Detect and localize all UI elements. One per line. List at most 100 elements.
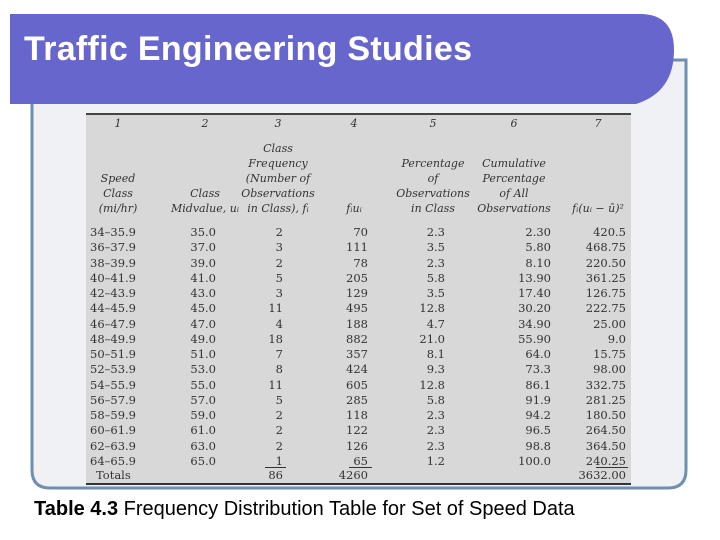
speed-class-cell: 64–65.9 bbox=[90, 453, 136, 468]
speed-class-cell: 48–49.9 bbox=[90, 331, 136, 346]
speed-class-cell: 38–39.9 bbox=[90, 255, 136, 270]
table-cell: 180.50 bbox=[585, 408, 626, 422]
table-cell: 57.0 bbox=[190, 392, 216, 407]
table-cell: 13.90 bbox=[518, 270, 551, 285]
speed-class-cell: 42–43.9 bbox=[90, 286, 136, 300]
table-cell: 2 bbox=[275, 423, 283, 438]
column-header: Class Midvalue, uᵢ bbox=[171, 187, 239, 215]
speed-class-cell: 36–37.9 bbox=[90, 240, 136, 255]
table-cell: 4.7 bbox=[426, 316, 445, 331]
table-cell: 285 bbox=[346, 392, 368, 407]
table-cell: 364.50 bbox=[585, 438, 626, 453]
totals-label: Totals bbox=[96, 468, 131, 482]
table-cell: 35.0 bbox=[190, 225, 216, 239]
table-cell: 2.3 bbox=[426, 408, 445, 422]
speed-class-cell: 34–35.9 bbox=[90, 225, 136, 239]
speed-class-cell: 56–57.9 bbox=[90, 392, 136, 407]
table-cell: 2.3 bbox=[426, 255, 445, 270]
table-cell: 39.0 bbox=[190, 255, 216, 270]
table-cell: 94.2 bbox=[525, 408, 551, 422]
column-header: Cumulative Percentage of All Observation… bbox=[477, 157, 551, 215]
table-cell: 3 bbox=[275, 240, 283, 255]
table-cell: 605 bbox=[346, 377, 368, 392]
table-cell: 5 bbox=[275, 392, 283, 407]
table-cell: 30.20 bbox=[518, 301, 551, 316]
table-cell: 65.0 bbox=[190, 453, 216, 468]
table-cell: 43.0 bbox=[190, 286, 216, 300]
sum-rule bbox=[596, 466, 628, 468]
table-cell: 424 bbox=[346, 362, 368, 377]
caption-text: Frequency Distribution Table for Set of … bbox=[118, 498, 575, 520]
table-cell: 98.00 bbox=[593, 362, 626, 377]
table-cell: 118 bbox=[346, 408, 368, 422]
column-number: 3 bbox=[274, 117, 282, 130]
table-cell: 9.0 bbox=[607, 331, 626, 346]
table-cell: 2.3 bbox=[426, 423, 445, 438]
table-cell: 12.8 bbox=[419, 377, 445, 392]
table-cell: 420.5 bbox=[593, 225, 626, 239]
total-frequency: 86 bbox=[268, 468, 283, 482]
column-number: 7 bbox=[594, 117, 602, 130]
table-cell: 59.0 bbox=[190, 408, 216, 422]
table-cell: 73.3 bbox=[525, 362, 551, 377]
table-cell: 882 bbox=[346, 331, 368, 346]
total-fu: 4260 bbox=[338, 468, 368, 482]
slide-title: Traffic Engineering Studies bbox=[24, 30, 473, 68]
table-cell: 11 bbox=[268, 377, 283, 392]
table-cell: 264.50 bbox=[585, 423, 626, 438]
table-cell: 34.90 bbox=[518, 316, 551, 331]
sum-rule bbox=[265, 466, 286, 468]
table-cell: 55.0 bbox=[190, 377, 216, 392]
table-cell: 9.3 bbox=[426, 362, 445, 377]
table-cell: 361.25 bbox=[585, 270, 626, 285]
speed-class-cell: 40–41.9 bbox=[90, 270, 136, 285]
table-cell: 5.8 bbox=[426, 270, 445, 285]
column-number: 6 bbox=[510, 117, 518, 130]
table-cell: 111 bbox=[346, 240, 368, 255]
table-cell: 2.3 bbox=[426, 438, 445, 453]
table-cell: 8.1 bbox=[426, 347, 445, 361]
table-cell: 5.80 bbox=[525, 240, 551, 255]
table-cell: 55.90 bbox=[518, 331, 551, 346]
column-number: 1 bbox=[114, 117, 122, 130]
table-cell: 5.8 bbox=[426, 392, 445, 407]
table-cell: 78 bbox=[353, 255, 368, 270]
column-number: 5 bbox=[429, 117, 437, 130]
column-number: 2 bbox=[201, 117, 209, 130]
table-cell: 91.9 bbox=[525, 392, 551, 407]
table-cell: 15.75 bbox=[593, 347, 626, 361]
table-cell: 126 bbox=[346, 438, 368, 453]
table-cell: 96.5 bbox=[525, 423, 551, 438]
table-cell: 1.2 bbox=[426, 453, 445, 468]
table-cell: 11 bbox=[268, 301, 283, 316]
table-cell: 100.0 bbox=[518, 453, 551, 468]
table-cell: 122 bbox=[346, 423, 368, 438]
table-cell: 53.0 bbox=[190, 362, 216, 377]
speed-class-cell: 50–51.9 bbox=[90, 347, 136, 361]
table-cell: 5 bbox=[275, 270, 283, 285]
table-cell: 51.0 bbox=[190, 347, 216, 361]
table-cell: 86.1 bbox=[525, 377, 551, 392]
table-cell: 240.25 bbox=[585, 453, 626, 468]
table-cell: 49.0 bbox=[190, 331, 216, 346]
column-header: Percentage of Observations in Class bbox=[396, 157, 470, 215]
table-cell: 3.5 bbox=[426, 286, 445, 300]
table-cell: 41.0 bbox=[190, 270, 216, 285]
table-cell: 468.75 bbox=[585, 240, 626, 255]
column-number: 4 bbox=[350, 117, 358, 130]
table-cell: 205 bbox=[346, 270, 368, 285]
table-cell: 2.3 bbox=[426, 225, 445, 239]
table-cell: 281.25 bbox=[585, 392, 626, 407]
table-cell: 332.75 bbox=[585, 377, 626, 392]
speed-class-cell: 52–53.9 bbox=[90, 362, 136, 377]
table-cell: 8.10 bbox=[525, 255, 551, 270]
column-header: Class Frequency (Number of Observations … bbox=[241, 142, 315, 215]
table-cell: 3.5 bbox=[426, 240, 445, 255]
table-cell: 45.0 bbox=[190, 301, 216, 316]
table-cell: 2 bbox=[275, 438, 283, 453]
caption-label: Table 4.3 bbox=[34, 498, 119, 520]
table-cell: 7 bbox=[275, 347, 283, 361]
table-cell: 2 bbox=[275, 255, 283, 270]
table-cell: 220.50 bbox=[585, 255, 626, 270]
table-caption: Table 4.3 Frequency Distribution Table f… bbox=[34, 498, 575, 521]
